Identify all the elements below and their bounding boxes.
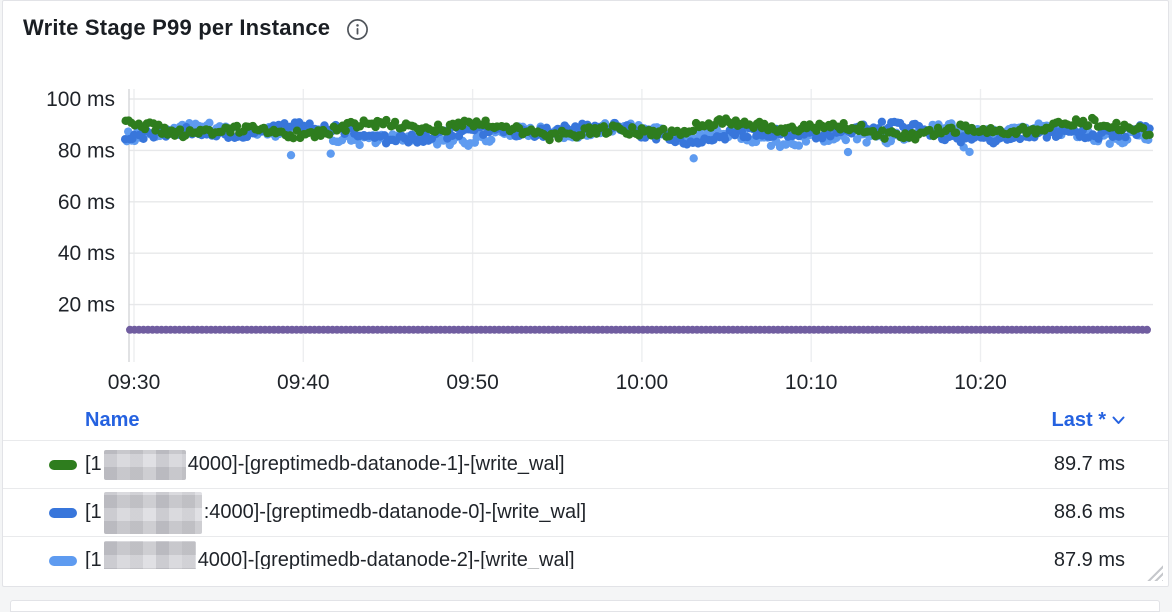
legend-row-datanode-0[interactable]: [1:4000]-[greptimedb-datanode-0]-[write_… [3,488,1168,536]
series-last-value: 87.9 ms [1053,549,1125,569]
panel-header: Write Stage P99 per Instance [23,15,369,41]
series-name: [1 4000]-[greptimedb-datanode-2]-[write_w… [85,537,575,569]
legend-table: [1 4000]-[greptimedb-datanode-1]-[write_w… [3,440,1168,569]
legend-header: Name Last * [3,405,1168,440]
svg-text:09:40: 09:40 [277,371,330,394]
svg-text:80 ms: 80 ms [58,139,115,162]
redacted-ip-block [103,540,196,569]
svg-text:40 ms: 40 ms [58,242,115,265]
series-name: [1:4000]-[greptimedb-datanode-0]-[write_… [85,489,586,536]
legend-sort-last-label: Last * [1051,409,1106,431]
legend-row-datanode-1[interactable]: [1 4000]-[greptimedb-datanode-1]-[write_w… [3,440,1168,488]
series-swatch-blue [49,508,77,518]
svg-text:10:00: 10:00 [616,371,669,394]
redacted-ip-block [103,491,202,534]
info-icon[interactable] [346,18,369,41]
svg-text:10:10: 10:10 [785,371,838,394]
chevron-down-icon [1112,416,1125,424]
legend-sort-name[interactable]: Name [85,409,140,431]
svg-text:09:50: 09:50 [446,371,499,394]
panel-title: Write Stage P99 per Instance [23,15,331,40]
legend-sort-last[interactable]: Last * [1052,409,1125,432]
svg-text:60 ms: 60 ms [58,191,115,214]
redacted-ip-block [103,449,186,480]
series-swatch-light-blue [49,556,77,566]
svg-text:100 ms: 100 ms [46,88,115,111]
series-last-value: 88.6 ms [1053,501,1125,523]
svg-text:20 ms: 20 ms [58,294,115,317]
legend-row-datanode-2[interactable]: [1 4000]-[greptimedb-datanode-2]-[write_w… [3,536,1168,569]
svg-text:09:30: 09:30 [108,371,161,394]
series-swatch-green [49,460,77,470]
timeseries-chart[interactable]: 09:30 09:40 09:50 10:00 10:10 10:20 20 ms 40 ms… [3,81,1169,401]
svg-text:10:20: 10:20 [954,371,1007,394]
series-name: [1 4000]-[greptimedb-datanode-1]-[write_w… [85,441,565,488]
panel-write-stage-p99: Write Stage P99 per Instance 09:30 09:40 0… [2,0,1169,587]
next-panel-top-edge [10,600,1160,612]
series-last-value: 89.7 ms [1053,453,1125,475]
